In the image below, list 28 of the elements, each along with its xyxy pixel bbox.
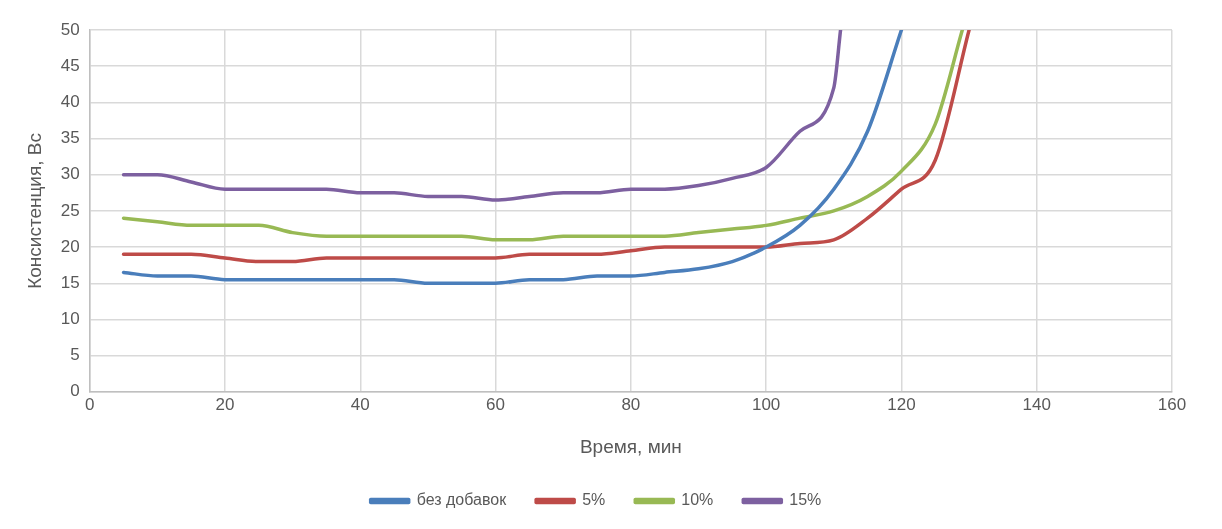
y-tick-label: 35 [60,128,80,148]
legend-label: 5% [582,491,606,509]
y-tick-label: 45 [60,55,80,75]
legend-label: без добавок [416,491,508,509]
x-tick-label: 140 [1022,394,1051,414]
x-tick-label: 120 [887,394,916,414]
line-series [121,30,843,202]
y-tick-label: 20 [60,236,80,256]
y-tick-label: 15 [60,272,80,292]
y-tick-label: 5 [70,345,80,365]
y-axis-title: Консистенция, Вс [23,132,45,289]
line-series [121,30,904,286]
y-tick-label: 10 [60,309,80,329]
y-tick-label: 0 [70,381,80,401]
x-tick-label: 160 [1157,394,1187,414]
y-tick-label: 40 [60,92,80,112]
x-tick-label: 20 [215,394,235,414]
x-tick-label: 100 [751,394,781,414]
x-tick-label: 0 [84,394,95,414]
y-tick-label: 25 [60,200,80,220]
x-tick-label: 40 [350,394,370,414]
x-axis-title: Время, мин [579,435,682,457]
y-tick-label: 30 [60,164,80,184]
legend-label: 10% [681,491,714,509]
x-tick-label: 80 [621,394,641,414]
x-tick-label: 60 [486,394,506,414]
y-tick-label: 50 [60,19,80,39]
legend-label: 15% [789,491,822,509]
